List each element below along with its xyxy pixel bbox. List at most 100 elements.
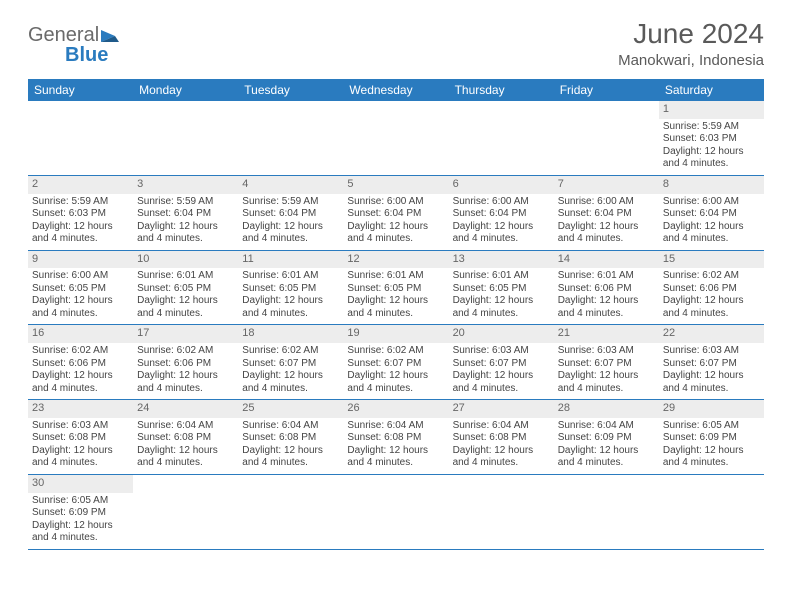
day-number: 18 xyxy=(238,325,343,343)
daylight-text: Daylight: 12 hours and 4 minutes. xyxy=(453,295,550,320)
daylight-text: Daylight: 12 hours and 4 minutes. xyxy=(32,370,129,395)
calendar-day: 9Sunrise: 6:00 AMSunset: 6:05 PMDaylight… xyxy=(28,250,133,325)
calendar-week: 30Sunrise: 6:05 AMSunset: 6:09 PMDayligh… xyxy=(28,474,764,549)
sunrise-text: Sunrise: 6:02 AM xyxy=(347,345,444,358)
daylight-text: Daylight: 12 hours and 4 minutes. xyxy=(558,221,655,246)
sunrise-text: Sunrise: 6:02 AM xyxy=(242,345,339,358)
day-number: 16 xyxy=(28,325,133,343)
daylight-text: Daylight: 12 hours and 4 minutes. xyxy=(137,445,234,470)
sunset-text: Sunset: 6:04 PM xyxy=(137,208,234,221)
day-number: 4 xyxy=(238,176,343,194)
sunrise-text: Sunrise: 5:59 AM xyxy=(32,196,129,209)
day-header: Tuesday xyxy=(238,79,343,101)
sunrise-text: Sunrise: 6:04 AM xyxy=(453,420,550,433)
daylight-text: Daylight: 12 hours and 4 minutes. xyxy=(347,445,444,470)
day-header: Saturday xyxy=(659,79,764,101)
daylight-text: Daylight: 12 hours and 4 minutes. xyxy=(137,221,234,246)
calendar-day: 13Sunrise: 6:01 AMSunset: 6:05 PMDayligh… xyxy=(449,250,554,325)
sunset-text: Sunset: 6:08 PM xyxy=(242,432,339,445)
sunset-text: Sunset: 6:04 PM xyxy=(663,208,760,221)
calendar-table: SundayMondayTuesdayWednesdayThursdayFrid… xyxy=(28,79,764,550)
sunrise-text: Sunrise: 6:01 AM xyxy=(242,270,339,283)
calendar-day: 18 Sunrise: 6:02 AMSunset: 6:07 PMDayligh… xyxy=(238,325,343,400)
calendar-day: 12Sunrise: 6:01 AMSunset: 6:05 PMDayligh… xyxy=(343,250,448,325)
calendar-day: 5 Sunrise: 6:00 AMSunset: 6:04 PMDaylight… xyxy=(343,175,448,250)
day-number: 23 xyxy=(28,400,133,418)
sunset-text: Sunset: 6:05 PM xyxy=(32,283,129,296)
calendar-empty xyxy=(343,101,448,175)
sunrise-text: Sunrise: 5:59 AM xyxy=(242,196,339,209)
sunset-text: Sunset: 6:05 PM xyxy=(347,283,444,296)
sunrise-text: Sunrise: 6:00 AM xyxy=(663,196,760,209)
day-number: 10 xyxy=(133,251,238,269)
calendar-empty xyxy=(343,474,448,549)
sunset-text: Sunset: 6:07 PM xyxy=(663,358,760,371)
daylight-text: Daylight: 12 hours and 4 minutes. xyxy=(663,146,760,171)
daylight-text: Daylight: 12 hours and 4 minutes. xyxy=(347,221,444,246)
sunrise-text: Sunrise: 6:04 AM xyxy=(242,420,339,433)
day-number: 7 xyxy=(554,176,659,194)
day-header: Sunday xyxy=(28,79,133,101)
calendar-day: 22Sunrise: 6:03 AMSunset: 6:07 PMDayligh… xyxy=(659,325,764,400)
month-title: June 2024 xyxy=(618,18,764,50)
sunset-text: Sunset: 6:04 PM xyxy=(347,208,444,221)
sunrise-text: Sunrise: 6:05 AM xyxy=(32,495,129,508)
calendar-day: 4 Sunrise: 5:59 AMSunset: 6:04 PMDaylight… xyxy=(238,175,343,250)
calendar-day: 11Sunrise: 6:01 AMSunset: 6:05 PMDayligh… xyxy=(238,250,343,325)
day-header-row: SundayMondayTuesdayWednesdayThursdayFrid… xyxy=(28,79,764,101)
calendar-empty xyxy=(449,474,554,549)
calendar-empty xyxy=(238,101,343,175)
day-number: 5 xyxy=(343,176,448,194)
sunrise-text: Sunrise: 6:04 AM xyxy=(347,420,444,433)
day-number: 11 xyxy=(238,251,343,269)
day-number: 28 xyxy=(554,400,659,418)
day-number: 25 xyxy=(238,400,343,418)
daylight-text: Daylight: 12 hours and 4 minutes. xyxy=(242,295,339,320)
sunrise-text: Sunrise: 6:00 AM xyxy=(32,270,129,283)
day-number: 9 xyxy=(28,251,133,269)
sunset-text: Sunset: 6:03 PM xyxy=(663,133,760,146)
daylight-text: Daylight: 12 hours and 4 minutes. xyxy=(453,370,550,395)
day-number: 24 xyxy=(133,400,238,418)
daylight-text: Daylight: 12 hours and 4 minutes. xyxy=(32,221,129,246)
calendar-day: 2Sunrise: 5:59 AMSunset: 6:03 PMDaylight… xyxy=(28,175,133,250)
daylight-text: Daylight: 12 hours and 4 minutes. xyxy=(663,295,760,320)
day-number: 19 xyxy=(343,325,448,343)
day-header: Wednesday xyxy=(343,79,448,101)
sunset-text: Sunset: 6:04 PM xyxy=(242,208,339,221)
daylight-text: Daylight: 12 hours and 4 minutes. xyxy=(242,370,339,395)
sunrise-text: Sunrise: 6:00 AM xyxy=(347,196,444,209)
daylight-text: Daylight: 12 hours and 4 minutes. xyxy=(32,445,129,470)
title-block: June 2024 Manokwari, Indonesia xyxy=(618,18,764,69)
sunset-text: Sunset: 6:06 PM xyxy=(558,283,655,296)
sunset-text: Sunset: 6:07 PM xyxy=(242,358,339,371)
daylight-text: Daylight: 12 hours and 4 minutes. xyxy=(558,295,655,320)
sunset-text: Sunset: 6:07 PM xyxy=(558,358,655,371)
sunrise-text: Sunrise: 6:02 AM xyxy=(137,345,234,358)
day-number: 14 xyxy=(554,251,659,269)
calendar-day: 23Sunrise: 6:03 AMSunset: 6:08 PMDayligh… xyxy=(28,400,133,475)
calendar-day: 3Sunrise: 5:59 AMSunset: 6:04 PMDaylight… xyxy=(133,175,238,250)
day-number: 13 xyxy=(449,251,554,269)
day-header: Monday xyxy=(133,79,238,101)
day-number: 8 xyxy=(659,176,764,194)
calendar-empty xyxy=(659,474,764,549)
calendar-day: 6Sunrise: 6:00 AMSunset: 6:04 PMDaylight… xyxy=(449,175,554,250)
calendar-day: 29Sunrise: 6:05 AMSunset: 6:09 PMDayligh… xyxy=(659,400,764,475)
calendar-day: 14Sunrise: 6:01 AMSunset: 6:06 PMDayligh… xyxy=(554,250,659,325)
sunset-text: Sunset: 6:05 PM xyxy=(453,283,550,296)
sunrise-text: Sunrise: 6:00 AM xyxy=(558,196,655,209)
calendar-week: 23 Sunrise: 6:03 AM Sunset: 6:08 PM Dayligh… xyxy=(28,400,764,475)
sunrise-text: Sunrise: 6:03 AM xyxy=(32,420,129,433)
sunset-text: Sunset: 6:09 PM xyxy=(32,507,129,520)
daylight-text: Daylight: 12 hours and 4 minutes. xyxy=(242,221,339,246)
daylight-text: Daylight: 12 hours and 4 minutes. xyxy=(663,445,760,470)
sunset-text: Sunset: 6:07 PM xyxy=(453,358,550,371)
day-number: 22 xyxy=(659,325,764,343)
daylight-text: Daylight: 12 hours and 4 minutes. xyxy=(137,295,234,320)
sunrise-text: Sunrise: 6:04 AM xyxy=(558,420,655,433)
calendar-day: 30Sunrise: 6:05 AMSunset: 6:09 PMDayligh… xyxy=(28,474,133,549)
daylight-text: Daylight: 12 hours and 4 minutes. xyxy=(663,221,760,246)
sunset-text: Sunset: 6:07 PM xyxy=(347,358,444,371)
daylight-text: Daylight: 12 hours and 4 minutes. xyxy=(453,221,550,246)
